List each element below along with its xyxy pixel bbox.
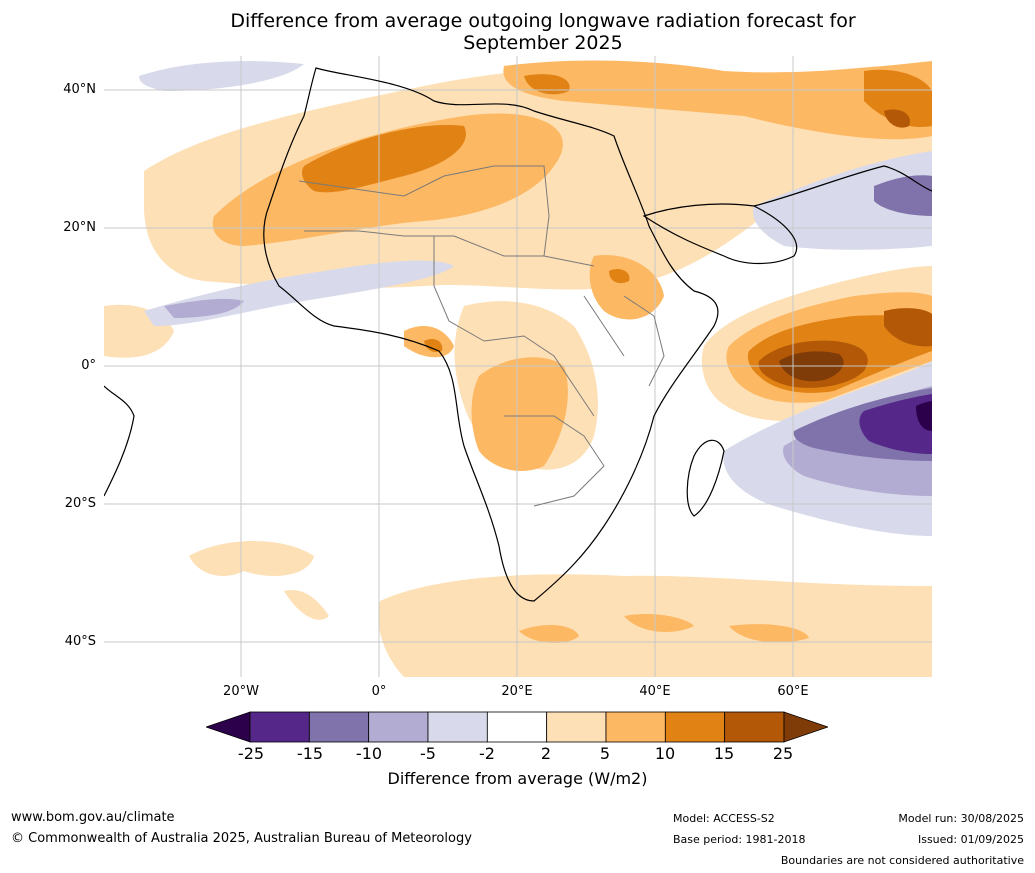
colorbar-tick: -5 (420, 744, 436, 763)
footer-model-run: Model run: 30/08/2025 (898, 812, 1024, 825)
colorbar-swatch (249, 711, 310, 743)
map-title: Difference from average outgoing longwav… (150, 10, 936, 54)
footer-copyright: © Commonwealth of Australia 2025, Austra… (11, 831, 472, 846)
anomaly-region-sahara-15 (302, 125, 466, 193)
anomaly-region-arabian-25 (884, 308, 932, 347)
anomaly-region-west-africa-negative-5 (164, 298, 244, 318)
colorbar-swatch (605, 711, 666, 743)
colorbar-tick: 10 (654, 744, 676, 763)
footer-disclaimer: Boundaries are not considered authoritat… (780, 854, 1024, 867)
colorbar-tick: 25 (772, 744, 794, 763)
lon-label-0: 0° (371, 684, 387, 699)
lon-label-40e: 40°E (639, 684, 671, 699)
coastlines (104, 67, 932, 602)
anomaly-region-north-atlantic-negative (139, 61, 304, 91)
colorbar-swatch (664, 711, 726, 743)
colorbar-swatch (486, 711, 548, 743)
colorbar-extend-high (783, 711, 830, 743)
colorbar-swatch (546, 711, 607, 743)
anomaly-region-arabian-sea-negative (753, 151, 932, 250)
anomaly-region-south-ocean-10b (624, 614, 694, 632)
anomaly-region-gulf-guinea-15 (424, 339, 443, 353)
anomaly-region-south-atlantic-2 (284, 590, 329, 620)
olr-anomaly-map (104, 56, 932, 677)
anomaly-region-middle-east (503, 60, 932, 140)
colorbar (204, 711, 830, 743)
footer-model: Model: ACCESS-S2 (673, 812, 775, 825)
country-borders (298, 165, 665, 507)
anomaly-region-caspian-25 (884, 109, 910, 128)
map-panel (104, 56, 932, 677)
footer-website-link[interactable]: www.bom.gov.au/climate (11, 810, 175, 825)
anomaly-region-caspian-15 (864, 69, 932, 127)
lat-label-40n: 40°N (63, 82, 96, 97)
lat-label-20s: 20°S (64, 496, 96, 511)
colorbar-tick: -25 (237, 744, 265, 763)
anomaly-region-sudan-15 (609, 269, 630, 284)
lat-label-20n: 20°N (63, 220, 96, 235)
anomaly-region-south-indian-negative-25 (916, 401, 932, 431)
colorbar-tick: 15 (713, 744, 735, 763)
colorbar-swatch (427, 711, 488, 743)
anomaly-region-south-atlantic (189, 541, 314, 576)
anomaly-region-turkey-15 (524, 74, 570, 95)
anomaly-region-south-indian-negative-15 (859, 394, 932, 454)
colorbar-swatch (308, 711, 370, 743)
colorbar-swatch (368, 711, 429, 743)
colorbar-tick: -2 (479, 744, 495, 763)
colorbar-tick: -15 (296, 744, 324, 763)
lon-label-60e: 60°E (777, 684, 809, 699)
colorbar-tick: 2 (540, 744, 552, 763)
colorbar-tick: 5 (599, 744, 611, 763)
anomaly-region-south-ocean-10 (519, 624, 579, 643)
title-line-1: Difference from average outgoing longwav… (230, 10, 856, 32)
graticule (104, 56, 932, 677)
colorbar-title: Difference from average (W/m2) (387, 769, 648, 788)
lat-label-equator: 0° (81, 358, 96, 373)
anomaly-region-india-negative-10 (874, 175, 932, 216)
title-line-2: September 2025 (463, 32, 623, 54)
anomaly-region-ethiopia (589, 255, 664, 320)
lat-label-40s: 40°S (64, 634, 96, 649)
lon-label-20w: 20°W (223, 684, 259, 699)
anomaly-region-congo-10 (471, 357, 568, 471)
colorbar-swatch (724, 711, 785, 743)
colorbar-swatches (204, 711, 830, 743)
colorbar-tick: -10 (355, 744, 383, 763)
footer-base-period: Base period: 1981-2018 (673, 833, 806, 846)
lon-label-20e: 20°E (501, 684, 533, 699)
colorbar-extend-low (204, 711, 251, 743)
anomaly-region-south-ocean-10c (729, 624, 809, 643)
footer-issued: Issued: 01/09/2025 (917, 833, 1024, 846)
